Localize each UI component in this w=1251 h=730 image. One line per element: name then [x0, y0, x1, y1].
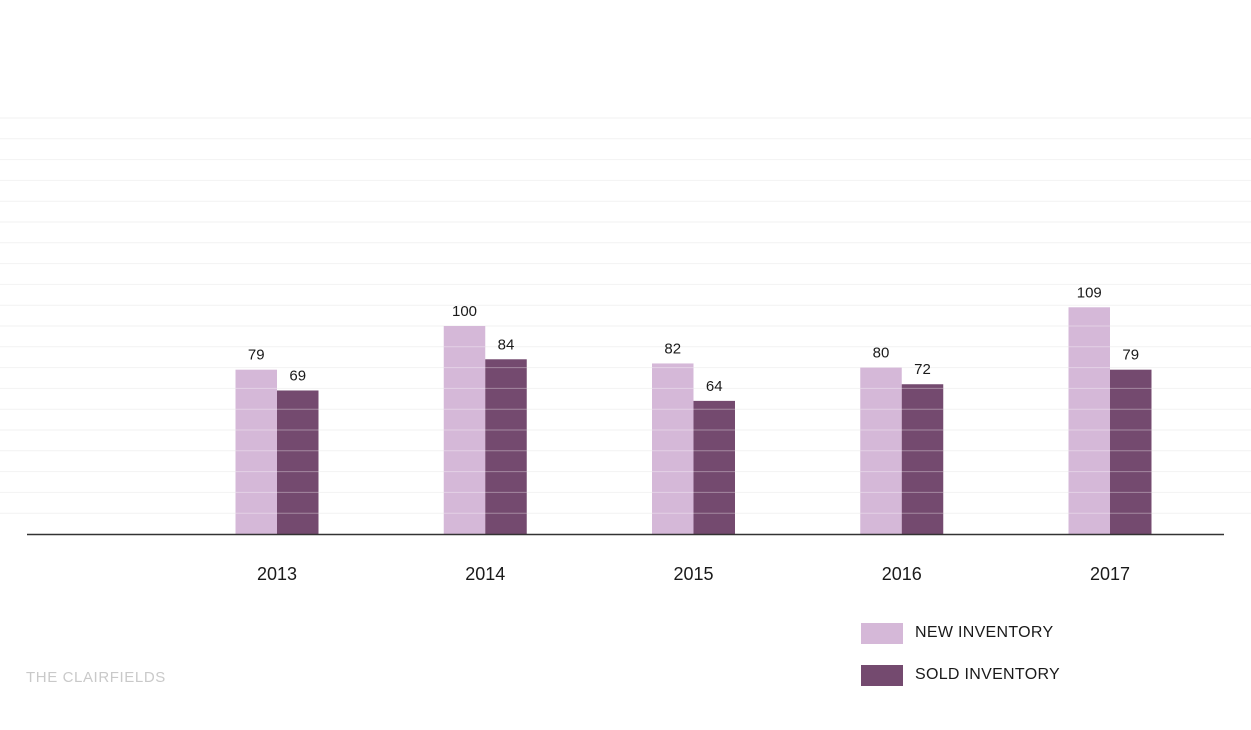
x-tick-label: 2014: [465, 564, 505, 584]
x-tick-label: 2013: [257, 564, 297, 584]
bar-sold-inventory: [1110, 369, 1152, 534]
value-label-sold-inventory: 79: [1122, 347, 1139, 364]
value-label-new-inventory: 80: [873, 345, 890, 362]
value-labels: 79 69 100 84 82 64 80 72 109 79: [248, 284, 1139, 395]
bar-sold-inventory: [485, 359, 527, 534]
x-tick-label: 2016: [882, 564, 922, 584]
legend-label-sold-inventory: SOLD INVENTORY: [915, 666, 1060, 683]
bar-new-inventory: [235, 369, 277, 534]
bar-sold-inventory: [693, 400, 735, 534]
legend-label-new-inventory: NEW INVENTORY: [915, 624, 1054, 641]
x-tick-label: 2017: [1090, 564, 1130, 584]
legend: NEW INVENTORY SOLD INVENTORY: [861, 622, 1060, 706]
bar-new-inventory: [1068, 307, 1110, 534]
bar-new-inventory: [443, 326, 486, 534]
value-label-new-inventory: 100: [452, 303, 477, 320]
bar-sold-inventory: [277, 390, 319, 534]
bar-new-inventory: [860, 367, 902, 534]
value-label-new-inventory: 79: [248, 347, 265, 364]
value-label-new-inventory: 82: [664, 340, 681, 357]
value-label-sold-inventory: 64: [706, 378, 723, 395]
legend-item-new-inventory: NEW INVENTORY: [861, 622, 1060, 644]
value-label-sold-inventory: 69: [289, 367, 306, 384]
legend-swatch-new-inventory: [861, 622, 903, 644]
bar-grid-overlay: [235, 325, 1152, 514]
legend-item-sold-inventory: SOLD INVENTORY: [861, 664, 1060, 686]
x-tick-label: 2015: [673, 564, 713, 584]
grid-lines: [0, 117, 1251, 514]
value-label-sold-inventory: 72: [914, 361, 931, 378]
legend-swatch-sold-inventory: [861, 664, 903, 686]
x-tick-labels: 2013 2014 2015 2016 2017: [257, 564, 1130, 584]
brand-watermark: THE CLAIRFIELDS: [26, 669, 166, 686]
value-label-new-inventory: 109: [1077, 284, 1102, 301]
bars: [235, 307, 1152, 534]
bar-new-inventory: [652, 363, 694, 534]
value-label-sold-inventory: 84: [498, 336, 515, 353]
bar-sold-inventory: [901, 384, 944, 534]
